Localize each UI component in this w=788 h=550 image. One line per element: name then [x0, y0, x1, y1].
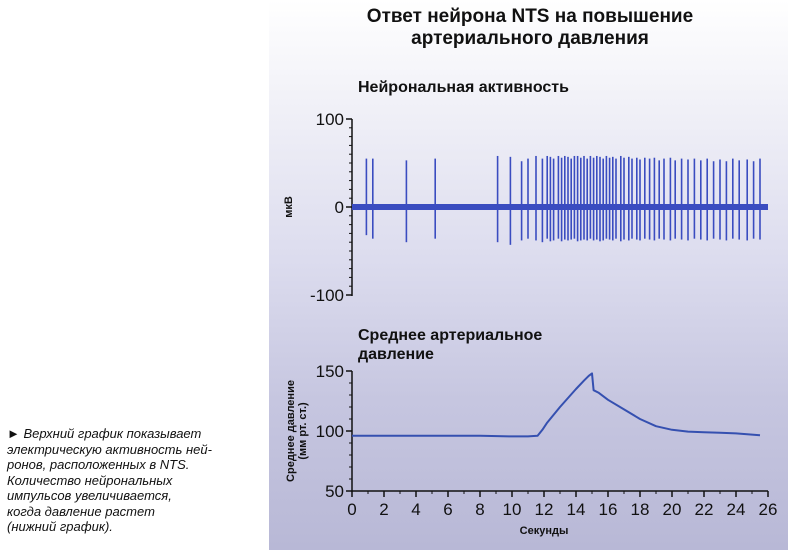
caption-line: (нижний график).	[7, 519, 113, 534]
pressure-y-label-line1: Среднее давление	[285, 380, 297, 482]
pressure-x-label: Секунды	[520, 525, 569, 537]
figure-title-line2: артериального давления	[411, 28, 649, 49]
pressure-x-tick-label: 6	[443, 500, 452, 519]
activity-y-tick-label: 0	[335, 198, 344, 217]
pressure-x-tick-label: 20	[663, 500, 682, 519]
pressure-chart-title-line1: Среднее артериальное	[358, 327, 543, 344]
caption-line: ► Верхний график показывает	[7, 426, 202, 441]
pressure-x-tick-label: 8	[475, 500, 484, 519]
activity-y-tick-label: -100	[310, 286, 344, 305]
pressure-x-tick-label: 2	[379, 500, 388, 519]
activity-y-ticks: 100 0 -100	[310, 110, 352, 305]
spike-train	[365, 155, 761, 245]
pressure-x-tick-label: 18	[631, 500, 650, 519]
pressure-x-tick-label: 0	[347, 500, 356, 519]
pressure-y-label-line2: (мм рт. ст.)	[297, 402, 309, 460]
pressure-chart-title-line2: давление	[358, 346, 434, 363]
caption-line: ронов, расположенных в NTS.	[7, 457, 190, 472]
pressure-x-tick-label: 14	[567, 500, 586, 519]
pressure-x-tick-label: 24	[727, 500, 746, 519]
neuronal-activity-chart: 100 0 -100 мкВ	[283, 110, 768, 305]
figure-caption: ► Верхний график показывает электрическу…	[7, 426, 269, 535]
pressure-y-tick-label: 50	[325, 482, 344, 501]
caption-line: когда давление растет	[7, 503, 155, 519]
chart-panel-background	[269, 0, 788, 550]
pressure-x-tick-label: 22	[695, 500, 714, 519]
pressure-x-tick-label: 16	[599, 500, 618, 519]
pressure-y-ticks: 150 100 50	[316, 362, 352, 501]
pressure-x-ticks: 0 2 4 6 8 10 12 14 16 18 20 22 24 26	[347, 491, 777, 519]
caption-line: электрическую активность ней-	[7, 441, 212, 457]
pressure-line	[352, 372, 761, 438]
activity-chart-title: Нейрональная активность	[358, 79, 569, 96]
pressure-x-tick-label: 26	[759, 500, 778, 519]
figure-title-line1: Ответ нейрона NTS на повышение	[366, 6, 694, 27]
activity-y-tick-label: 100	[316, 110, 344, 129]
pressure-x-tick-label: 10	[503, 500, 522, 519]
pressure-x-tick-label: 12	[535, 500, 554, 519]
caption-line: Количество нейрональных	[7, 472, 173, 488]
activity-y-label: мкВ	[283, 196, 295, 218]
caption-line: импульсов увеличивается,	[7, 488, 172, 503]
pressure-x-tick-label: 4	[411, 500, 420, 519]
pressure-y-tick-label: 100	[316, 422, 344, 441]
pressure-y-tick-label: 150	[316, 362, 344, 381]
